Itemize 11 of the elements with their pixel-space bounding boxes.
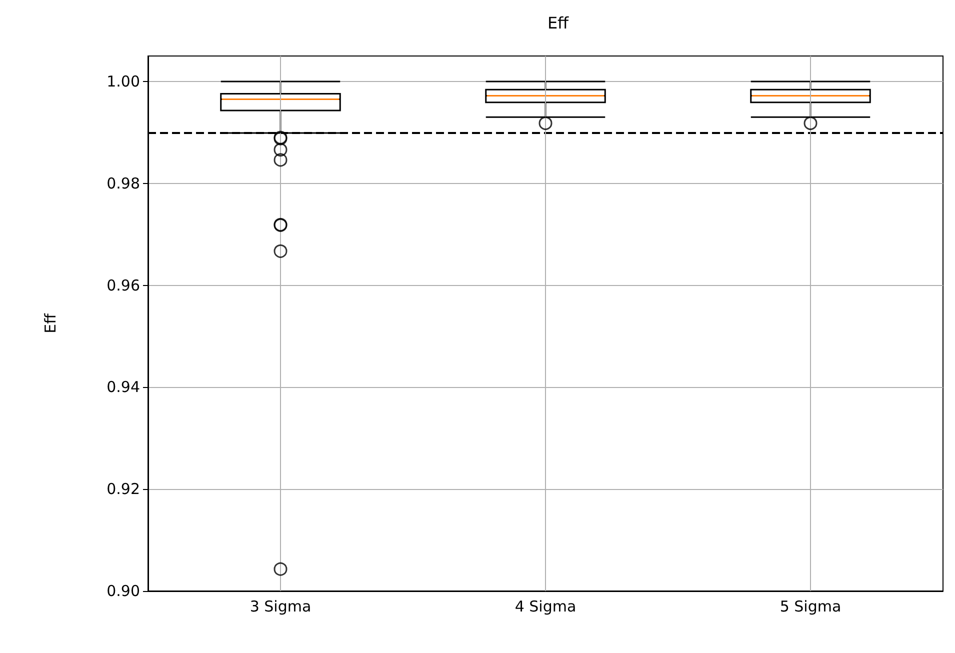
x-tick-label: 3 Sigma [250,598,312,616]
y-tick-label: 0.98 [106,174,140,192]
x-tick-label: 4 Sigma [514,598,576,616]
chart-title: Eff [547,14,570,32]
y-tick-label: 0.94 [106,378,140,396]
y-tick-label: 1.00 [106,72,140,90]
y-tick-label: 0.90 [106,582,140,600]
y-axis-title: Eff [42,312,60,334]
y-tick-label: 0.96 [106,276,140,294]
x-tick-label: 5 Sigma [780,598,842,616]
y-tick-label: 0.92 [106,480,140,498]
